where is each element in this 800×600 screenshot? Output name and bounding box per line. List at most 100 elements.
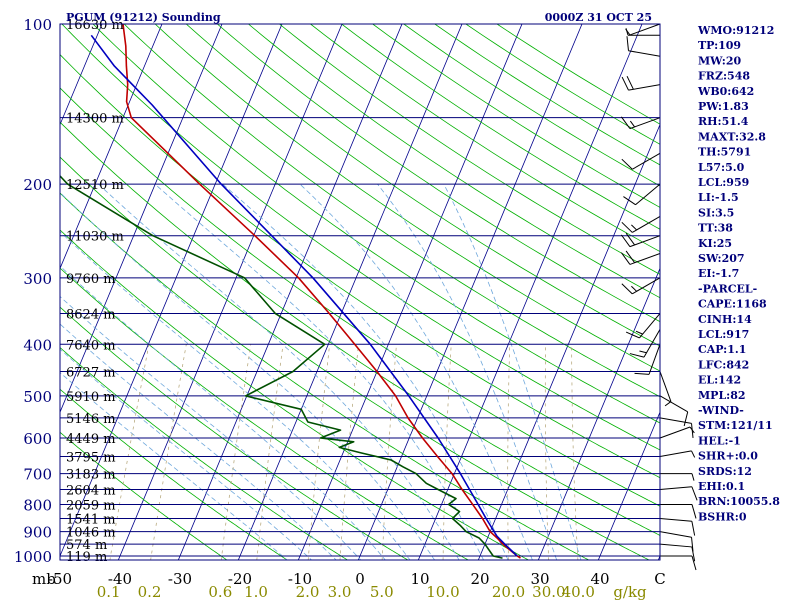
temperature-tick-label: 20 [470,570,489,588]
height-label: 12510 m [66,178,124,193]
pressure-tick-label: 200 [23,176,52,194]
index-value: LCL:917 [698,328,749,341]
wind-barb-staff [659,543,692,548]
isotherm-line [417,24,643,560]
wind-barb-flag [683,411,689,427]
wind-barb-staff [632,216,661,233]
height-label: 9760 m [66,272,116,287]
wind-barb-flag [621,283,633,295]
temperature-tick-label: -40 [108,570,132,588]
wind-barb [620,250,661,265]
wind-barb-half-flag [691,450,696,458]
wind-barb-staff [643,329,661,358]
mixing-ratio-label: 0.1 [97,583,121,600]
height-label: 2604 m [66,484,116,499]
temperature-tick-label: -10 [288,570,312,588]
index-value: SW:207 [698,252,745,265]
moist-adiabat-line [60,265,386,560]
index-value: CAP:1.1 [698,343,746,356]
dry-adiabat-line [60,347,349,560]
index-value: EI:-1.7 [698,267,739,280]
pressure-tick-label: 1000 [14,548,52,566]
moist-adiabat-line [60,191,436,560]
height-label: 5146 m [66,412,116,427]
index-value: PW:1.83 [698,100,749,113]
wind-barb-half-flag [691,473,695,481]
wind-barb-flag [623,196,636,206]
wind-barb [623,183,661,206]
height-label: 11030 m [66,230,124,245]
isotherm-line [60,24,103,126]
wind-barb-staff [659,450,692,457]
dry-adiabat-line [185,24,660,347]
wind-barb-flag [625,331,640,339]
wind-barb [625,313,661,339]
wind-barb-flag [625,232,636,246]
dry-adiabat-line [60,229,530,560]
index-value: CAPE:1168 [698,298,767,311]
moist-adiabat-line [98,183,460,560]
isotherm-line [60,24,223,414]
wind-barb [659,450,696,458]
wind-barb [629,329,661,358]
chart-title: PGUM (91212) Sounding [66,11,221,24]
isotherm-line [597,411,660,560]
index-value: EL:142 [698,374,741,387]
wind-barbs [620,23,698,571]
moist-adiabat-line [377,183,558,560]
dry-adiabat-line [278,24,660,275]
moist-adiabat-line [60,371,288,560]
isotherm-line [297,24,523,560]
wind-barb-flag [691,504,697,519]
wind-barb [659,486,698,501]
wind-barb-staff [659,417,692,424]
pressure-tick-label: 900 [23,524,52,542]
wind-barb-flag [691,423,694,438]
moist-adiabat-line [299,183,533,560]
dry-adiabat-line [60,53,660,479]
wind-barb-staff [659,395,688,413]
wind-barb-flag [620,116,631,129]
index-value: FRZ:548 [698,70,750,83]
temperature-tick-label: 0 [355,570,365,588]
dry-adiabat-line [247,24,660,299]
temperature-tick-label: -20 [228,570,252,588]
pressure-tick-label: 400 [23,336,52,354]
wind-barb-flag [625,250,636,264]
index-value: SHR+:0.0 [698,450,758,463]
isotherm-line [177,24,403,560]
pressure-tick-label: 500 [23,388,52,406]
wind-barb-flag [620,234,631,247]
mixing-ratio-label: 30.0 [532,583,565,600]
wind-barb-half-flag [639,350,647,354]
index-value: -PARCEL- [698,282,757,295]
wind-barb-staff [659,531,692,538]
wind-barb-staff [632,152,661,170]
dry-adiabat-line [123,24,660,398]
wind-barb-flag [621,221,633,233]
wind-barb-flag [634,372,650,375]
dry-adiabat-line [60,431,228,560]
wind-barb [659,517,696,536]
wind-barb [620,116,661,130]
wind-barb [625,23,661,36]
wind-barb-staff [629,253,661,265]
index-value: LI:-1.5 [698,191,739,204]
wind-barb-staff [648,344,661,375]
height-label: 119 m [66,550,107,565]
mixing-ratio-line [307,344,331,560]
wind-barb [620,232,661,248]
mixing-ratio-label: 0.6 [208,583,232,600]
wind-barb-flag [629,353,645,358]
height-label: 1046 m [66,526,116,541]
mixing-ratio-label: 20.0 [492,583,525,600]
mixing-ratio-line [442,344,452,560]
wind-barb-half-flag [631,285,637,292]
wind-barb [659,371,672,407]
wind-barb-half-flag [664,401,672,407]
temperature-tick-label: -30 [168,570,192,588]
mixing-ratio-line [339,344,359,560]
wind-barb-staff [635,183,661,206]
height-label: 574 m [66,538,107,553]
